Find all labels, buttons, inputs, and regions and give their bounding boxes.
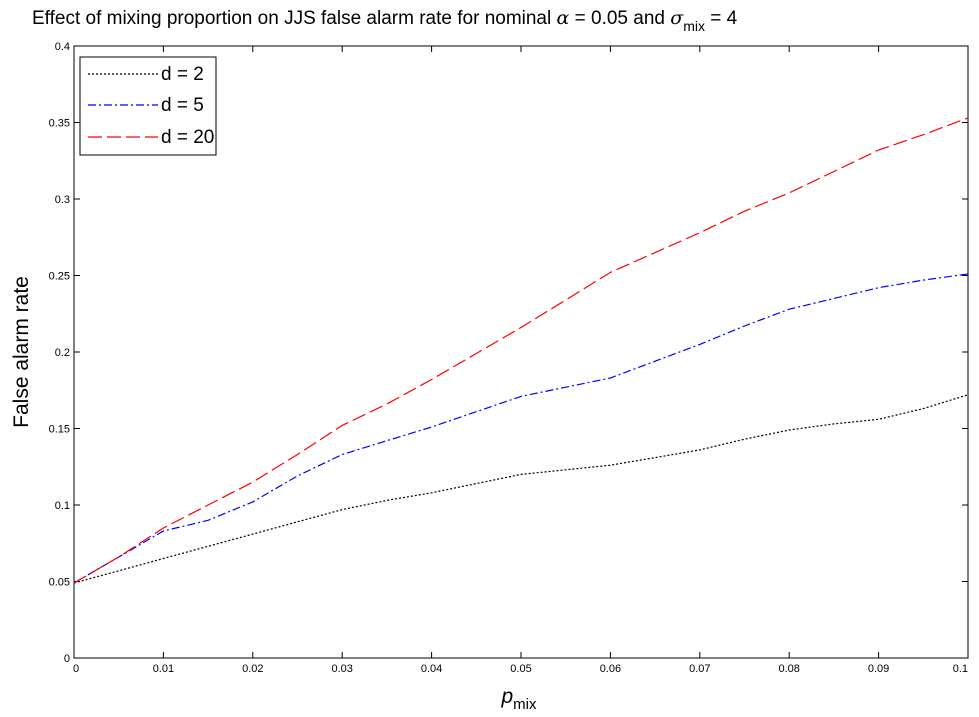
x-tick-label: 0.1 bbox=[953, 663, 968, 675]
x-tick-label: 0.08 bbox=[778, 663, 799, 675]
x-axis-title: pmix bbox=[500, 685, 537, 713]
sigma-symbol: σ bbox=[670, 7, 684, 29]
chart-title-sigma-rest: = 4 bbox=[705, 8, 738, 29]
y-tick-label: 0.4 bbox=[55, 41, 70, 53]
series-line-d-20 bbox=[73, 117, 969, 584]
legend: d = 2 d = 5 d = 20 bbox=[79, 56, 217, 156]
axis-tick-labels: 0 0.01 0.02 0.03 0.04 0.05 0.06 0.07 0.08 0.09 0.1… bbox=[49, 41, 968, 675]
x-tick-label: 0.03 bbox=[331, 663, 352, 675]
legend-label-d-20: d = 20 bbox=[161, 127, 214, 148]
x-tick-label: 0 bbox=[73, 663, 79, 675]
legend-box bbox=[79, 56, 217, 156]
x-axis-title-subscript: mix bbox=[513, 696, 537, 713]
sigma-subscript: mix bbox=[683, 18, 705, 34]
x-axis-title-main: p bbox=[500, 685, 513, 708]
chart-title-prefix: Effect of mixing proportion on JJS false… bbox=[32, 8, 557, 29]
x-tick-label: 0.07 bbox=[689, 663, 710, 675]
y-tick-label: 0.15 bbox=[49, 424, 70, 436]
y-tick-label: 0.1 bbox=[55, 500, 70, 512]
y-tick-label: 0.05 bbox=[49, 577, 70, 589]
x-tick-label: 0.09 bbox=[868, 663, 889, 675]
alpha-symbol: α bbox=[557, 7, 570, 29]
series-line-d-2 bbox=[73, 394, 969, 584]
y-tick-label: 0.25 bbox=[49, 271, 70, 283]
series-lines bbox=[73, 117, 969, 584]
y-tick-label: 0.3 bbox=[55, 194, 70, 206]
chart-title: Effect of mixing proportion on JJS false… bbox=[32, 7, 738, 34]
y-tick-label: 0 bbox=[64, 653, 70, 665]
x-tick-label: 0.04 bbox=[421, 663, 442, 675]
y-axis-title: False alarm rate bbox=[10, 276, 33, 428]
x-tick-label: 0.06 bbox=[600, 663, 621, 675]
y-tick-label: 0.2 bbox=[55, 347, 70, 359]
x-tick-label: 0.05 bbox=[510, 663, 531, 675]
series-line-d-5 bbox=[73, 273, 969, 584]
x-tick-label: 0.01 bbox=[153, 663, 174, 675]
legend-label-d-2: d = 2 bbox=[161, 64, 204, 85]
x-tick-label: 0.02 bbox=[242, 663, 263, 675]
y-tick-label: 0.35 bbox=[49, 118, 70, 130]
legend-label-d-5: d = 5 bbox=[161, 95, 204, 116]
chart-title-alpha-rest: = 0.05 and bbox=[569, 8, 670, 29]
